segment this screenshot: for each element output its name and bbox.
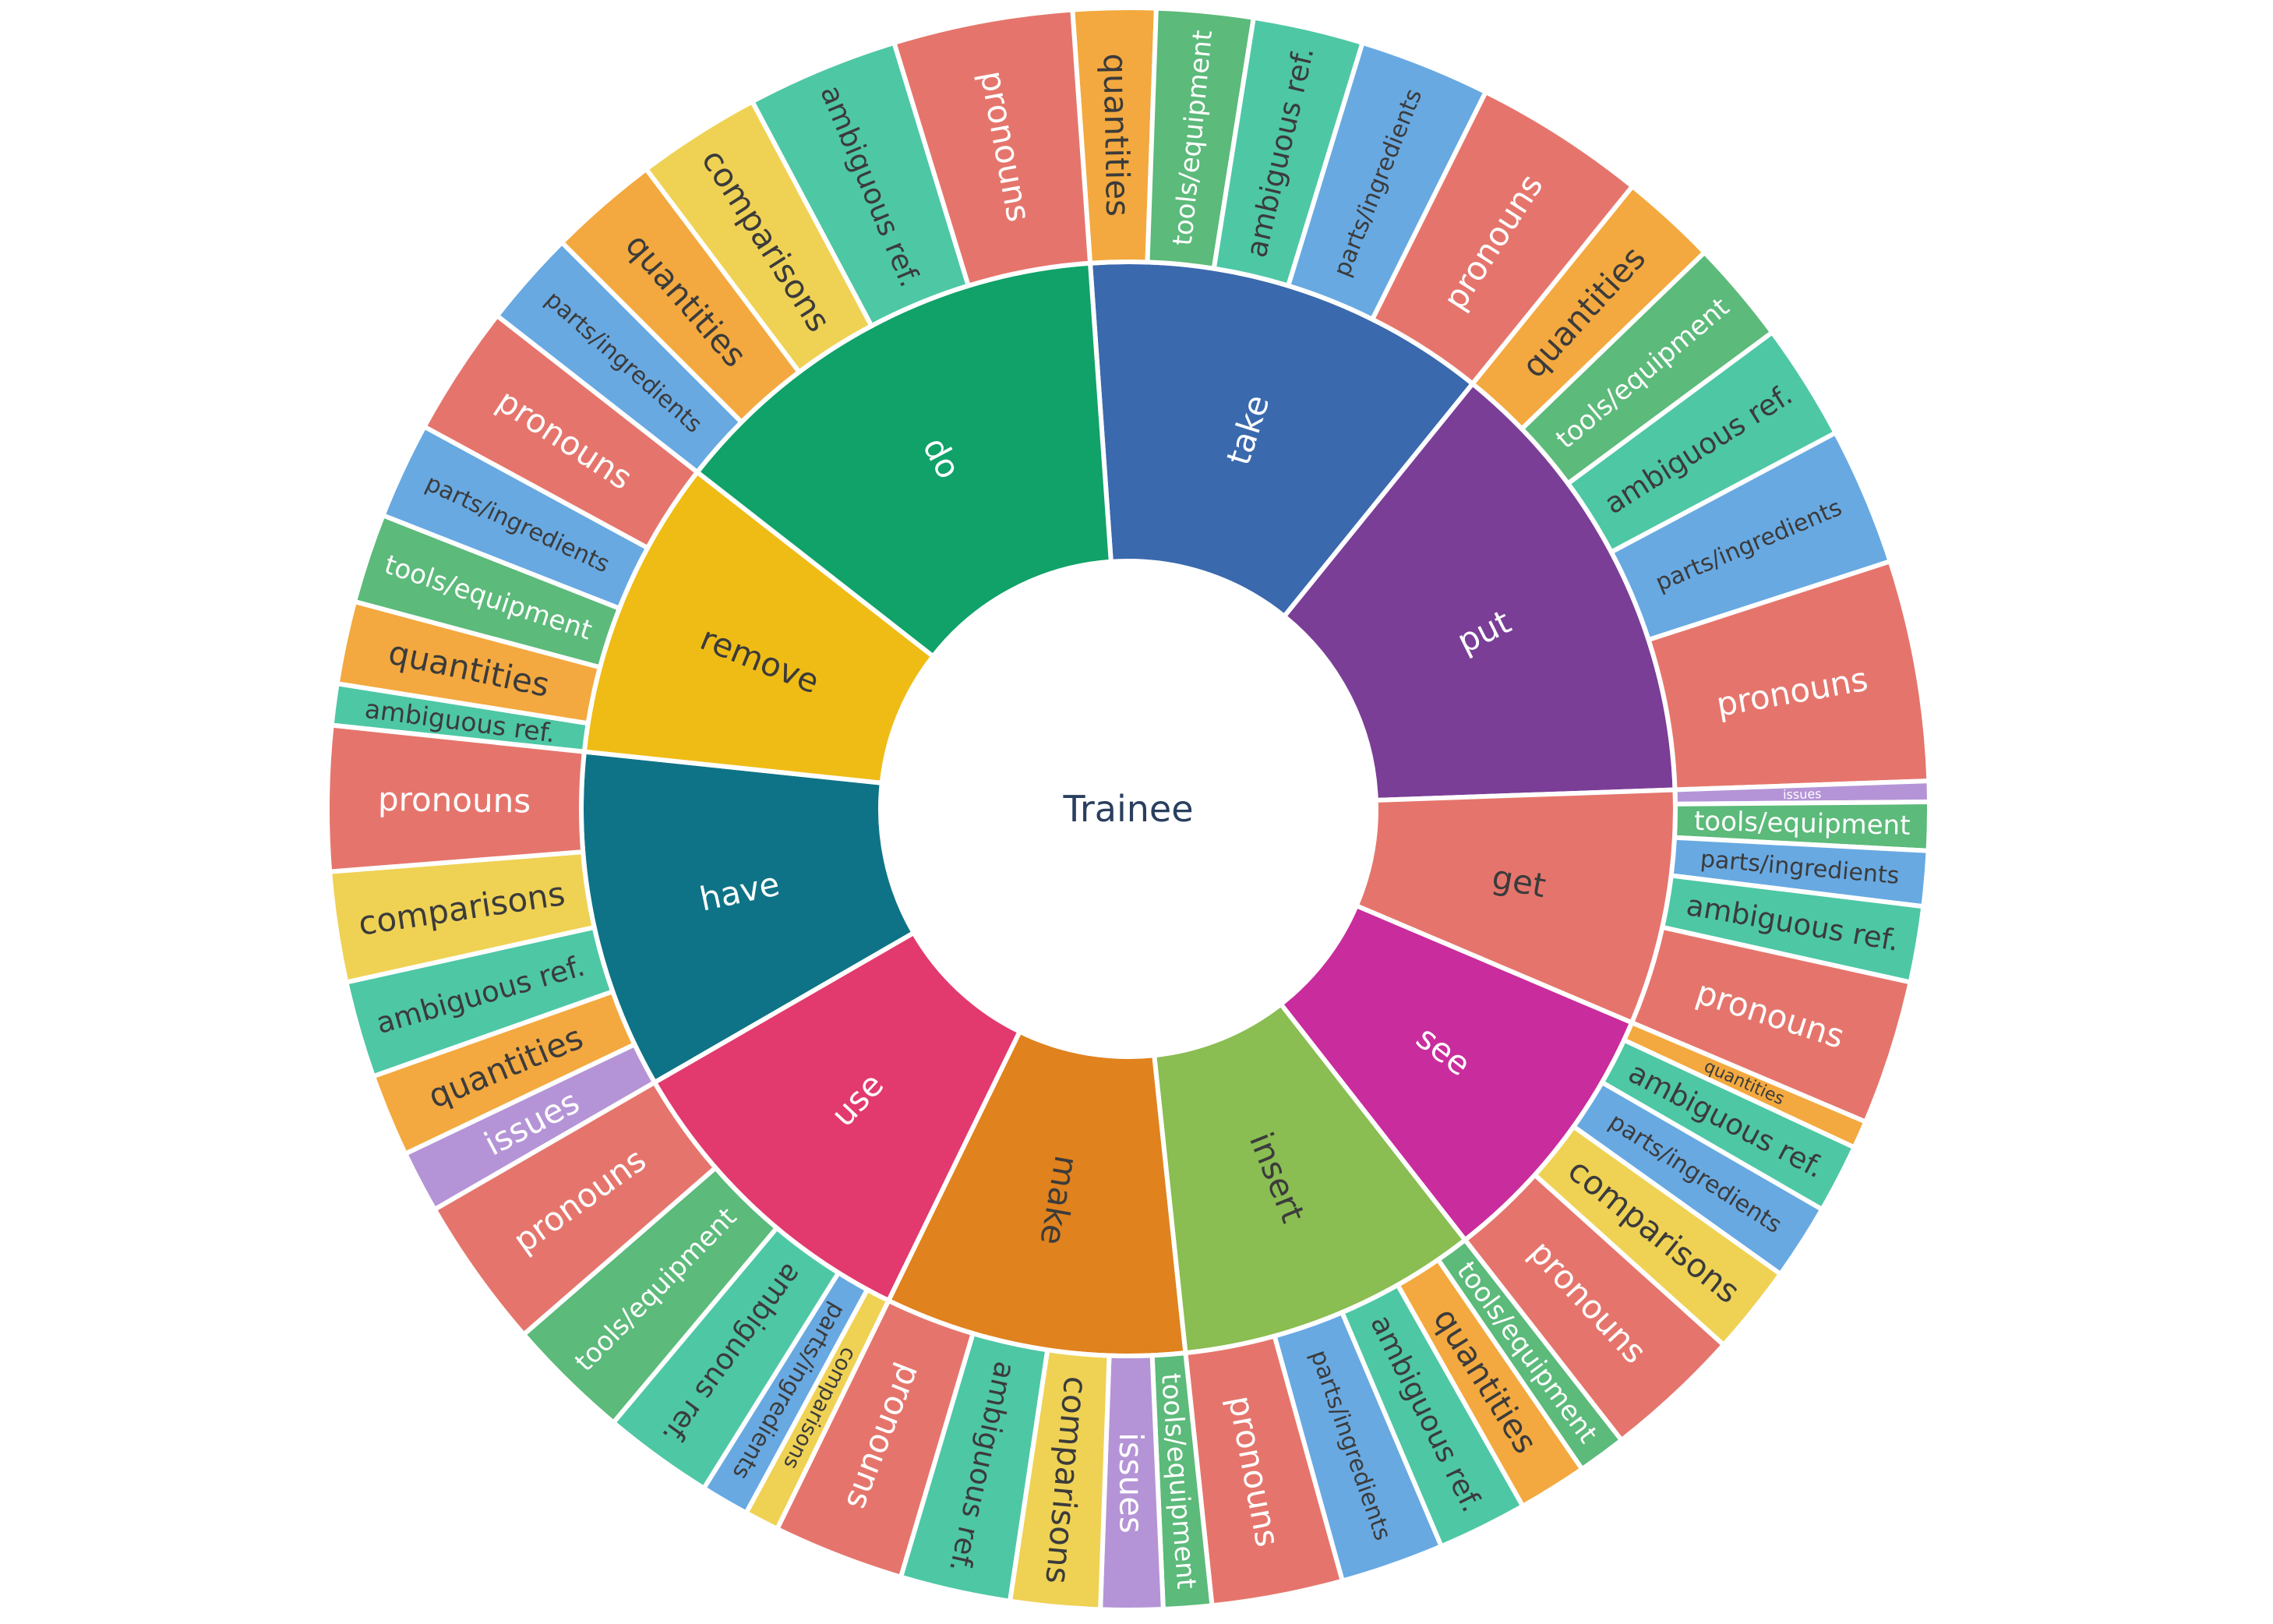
segment-do-pronouns[interactable] [891,7,1093,289]
center-label: Trainee [1063,788,1194,830]
